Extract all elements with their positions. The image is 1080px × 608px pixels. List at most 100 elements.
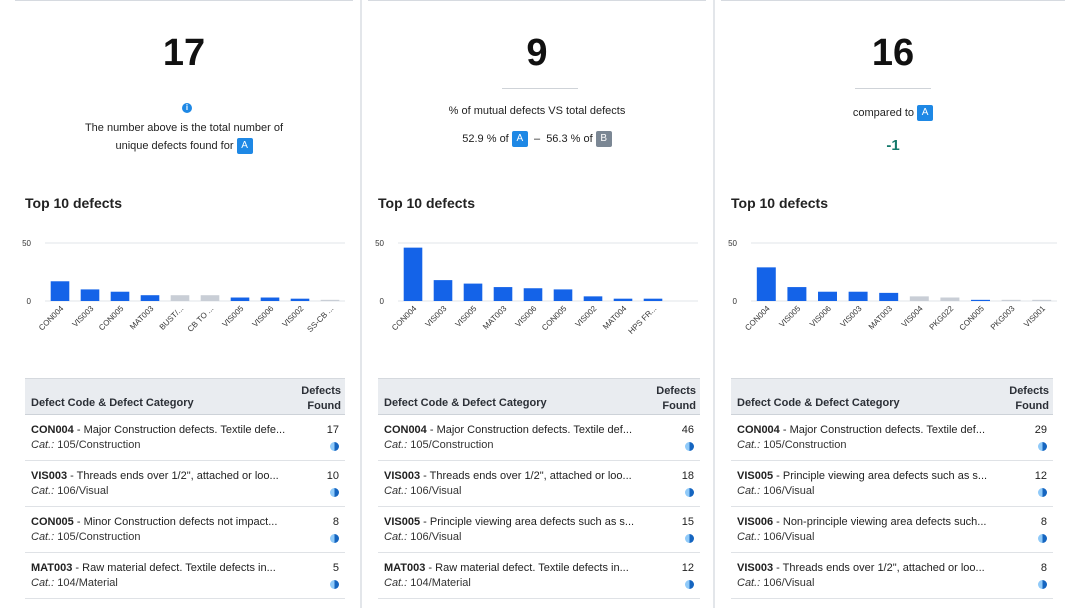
col-header-defects-found[interactable]: Defects Found	[301, 384, 341, 414]
caption-line-1: The number above is the total number of	[84, 122, 284, 134]
bar[interactable]	[403, 247, 423, 301]
bar[interactable]	[320, 299, 340, 301]
bar[interactable]	[643, 298, 663, 301]
y-tick-label: 50	[375, 239, 384, 248]
bar[interactable]	[1032, 299, 1052, 301]
bar[interactable]	[583, 296, 603, 301]
comparison-indicator-icon[interactable]	[1038, 442, 1047, 451]
category-value: 104/Material	[54, 577, 118, 589]
x-tick-label: CON005	[540, 304, 569, 333]
x-tick-label: VIS006	[808, 304, 833, 329]
defect-category: Cat.: 106/Visual	[31, 485, 108, 497]
comparison-indicator-icon[interactable]	[330, 534, 339, 543]
defect-description: - Threads ends over 1/2", attached or lo…	[67, 470, 279, 482]
unique-defects-count: 17	[162, 32, 206, 74]
col-header-defect-code[interactable]: Defect Code & Defect Category	[384, 397, 547, 409]
col-header-defects-found[interactable]: Defects Found	[656, 384, 696, 414]
x-tick-label: VIS005	[777, 304, 802, 329]
table-row[interactable]: CON004 - Major Construction defects. Tex…	[25, 415, 345, 461]
bar[interactable]	[523, 288, 543, 301]
bar[interactable]	[200, 295, 220, 301]
bar[interactable]	[290, 298, 310, 301]
table-row[interactable]: VIS003 - Threads ends over 1/2", attache…	[25, 461, 345, 507]
col-header-found: Found	[1015, 400, 1049, 412]
info-icon[interactable]: i	[182, 103, 192, 113]
bar[interactable]	[879, 292, 899, 301]
comparison-indicator-icon[interactable]	[330, 580, 339, 589]
bar[interactable]	[433, 280, 453, 301]
table-row[interactable]: VIS003 - Threads ends over 1/2", attache…	[731, 553, 1053, 599]
bar[interactable]	[909, 296, 929, 301]
comparison-indicator-icon[interactable]	[1038, 488, 1047, 497]
defect-description: - Minor Construction defects not impact.…	[73, 516, 278, 528]
table-row[interactable]: VIS005 - Principle viewing area defects …	[378, 507, 700, 553]
x-tick-label: CB TO ...	[186, 304, 216, 334]
bar[interactable]	[940, 297, 960, 301]
bar[interactable]	[756, 267, 776, 301]
defect-category: Cat.: 106/Visual	[737, 531, 814, 543]
comparison-indicator-icon[interactable]	[685, 442, 694, 451]
bar[interactable]	[230, 297, 250, 301]
defect-description: - Major Construction defects. Textile de…	[73, 424, 286, 436]
bar[interactable]	[971, 299, 990, 301]
table-row[interactable]: MAT003 - Raw material defect. Textile de…	[25, 553, 345, 599]
table-row[interactable]: VIS003 - Threads ends over 1/2", attache…	[378, 461, 700, 507]
comparison-indicator-icon[interactable]	[1038, 580, 1047, 589]
bar[interactable]	[848, 291, 868, 301]
bar[interactable]	[818, 291, 837, 301]
comparison-indicator-icon[interactable]	[330, 488, 339, 497]
defect-title: VIS006 - Non-principle viewing area defe…	[737, 516, 1007, 528]
bar[interactable]	[493, 287, 513, 301]
defect-count: 15	[681, 516, 694, 528]
bar[interactable]	[80, 289, 100, 301]
table-row[interactable]: MAT003 - Raw material defect. Textile de…	[378, 553, 700, 599]
bar[interactable]	[170, 295, 190, 301]
badge-a: A	[917, 105, 934, 121]
bar[interactable]	[1001, 299, 1021, 301]
table-row[interactable]: CON004 - Major Construction defects. Tex…	[378, 415, 700, 461]
col-header-defect-code[interactable]: Defect Code & Defect Category	[737, 397, 900, 409]
defect-count: 10	[326, 470, 339, 482]
col-header-defects-found[interactable]: Defects Found	[1009, 384, 1049, 414]
defect-title: MAT003 - Raw material defect. Textile de…	[384, 562, 654, 574]
table-header: Defect Code & Defect Category Defects Foun…	[731, 378, 1053, 415]
defect-title: CON004 - Major Construction defects. Tex…	[31, 424, 301, 436]
bar[interactable]	[110, 291, 130, 301]
comparison-indicator-icon[interactable]	[685, 488, 694, 497]
bar[interactable]	[50, 281, 70, 301]
x-tick-label: MAT003	[481, 304, 509, 332]
panel-divider	[713, 0, 715, 608]
bar[interactable]	[553, 289, 573, 301]
defect-count: 29	[1034, 424, 1047, 436]
unique-defects-count: 16	[871, 32, 915, 74]
defect-title: VIS005 - Principle viewing area defects …	[737, 470, 1007, 482]
comparison-indicator-icon[interactable]	[330, 442, 339, 451]
defect-title: VIS003 - Threads ends over 1/2", attache…	[384, 470, 654, 482]
x-tick-label: VIS003	[70, 304, 95, 329]
y-tick-label: 0	[380, 297, 385, 306]
defect-count: 18	[681, 470, 694, 482]
y-tick-label: 0	[733, 297, 738, 306]
defect-description: - Principle viewing area defects such as…	[773, 470, 988, 482]
comparison-indicator-icon[interactable]	[685, 580, 694, 589]
table-row[interactable]: CON004 - Major Construction defects. Tex…	[731, 415, 1053, 461]
bar[interactable]	[260, 297, 280, 301]
defect-category: Cat.: 105/Construction	[31, 531, 140, 543]
table-row[interactable]: CON005 - Minor Construction defects not …	[25, 507, 345, 553]
comparison-indicator-icon[interactable]	[685, 534, 694, 543]
comparison-indicator-icon[interactable]	[1038, 534, 1047, 543]
panel-unique-defects-a: 17 i The number above is the total numbe…	[15, 0, 353, 608]
x-tick-label: VIS005	[220, 304, 245, 329]
table-row[interactable]: VIS005 - Principle viewing area defects …	[731, 461, 1053, 507]
col-header-defect-code[interactable]: Defect Code & Defect Category	[31, 397, 194, 409]
bar[interactable]	[613, 298, 633, 301]
defect-count: 46	[681, 424, 694, 436]
table-row[interactable]: VIS006 - Non-principle viewing area defe…	[731, 507, 1053, 553]
x-tick-label: VIS003	[839, 304, 864, 329]
defect-title: CON004 - Major Construction defects. Tex…	[384, 424, 654, 436]
bar[interactable]	[787, 287, 807, 301]
x-tick-label: VIS004	[900, 304, 925, 329]
bar[interactable]	[463, 283, 483, 301]
bar[interactable]	[140, 295, 160, 301]
category-prefix: Cat.:	[737, 577, 761, 589]
